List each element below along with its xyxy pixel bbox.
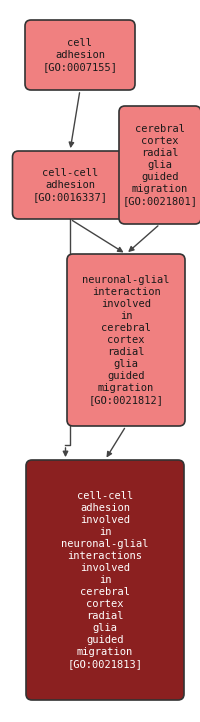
Text: cell
adhesion
[GO:0007155]: cell adhesion [GO:0007155] — [42, 38, 117, 72]
Text: cerebral
cortex
radial
glia
guided
migration
[GO:0021801]: cerebral cortex radial glia guided migra… — [122, 124, 197, 206]
Text: neuronal-glial
interaction
involved
in
cerebral
cortex
radial
glia
guided
migrat: neuronal-glial interaction involved in c… — [82, 275, 169, 405]
FancyBboxPatch shape — [26, 460, 183, 700]
FancyBboxPatch shape — [67, 254, 184, 426]
Text: cell-cell
adhesion
[GO:0016337]: cell-cell adhesion [GO:0016337] — [32, 168, 107, 202]
FancyBboxPatch shape — [12, 151, 127, 219]
Text: cell-cell
adhesion
involved
in
neuronal-glial
interactions
involved
in
cerebral
: cell-cell adhesion involved in neuronal-… — [61, 491, 148, 669]
FancyBboxPatch shape — [118, 106, 200, 224]
FancyBboxPatch shape — [25, 20, 134, 90]
